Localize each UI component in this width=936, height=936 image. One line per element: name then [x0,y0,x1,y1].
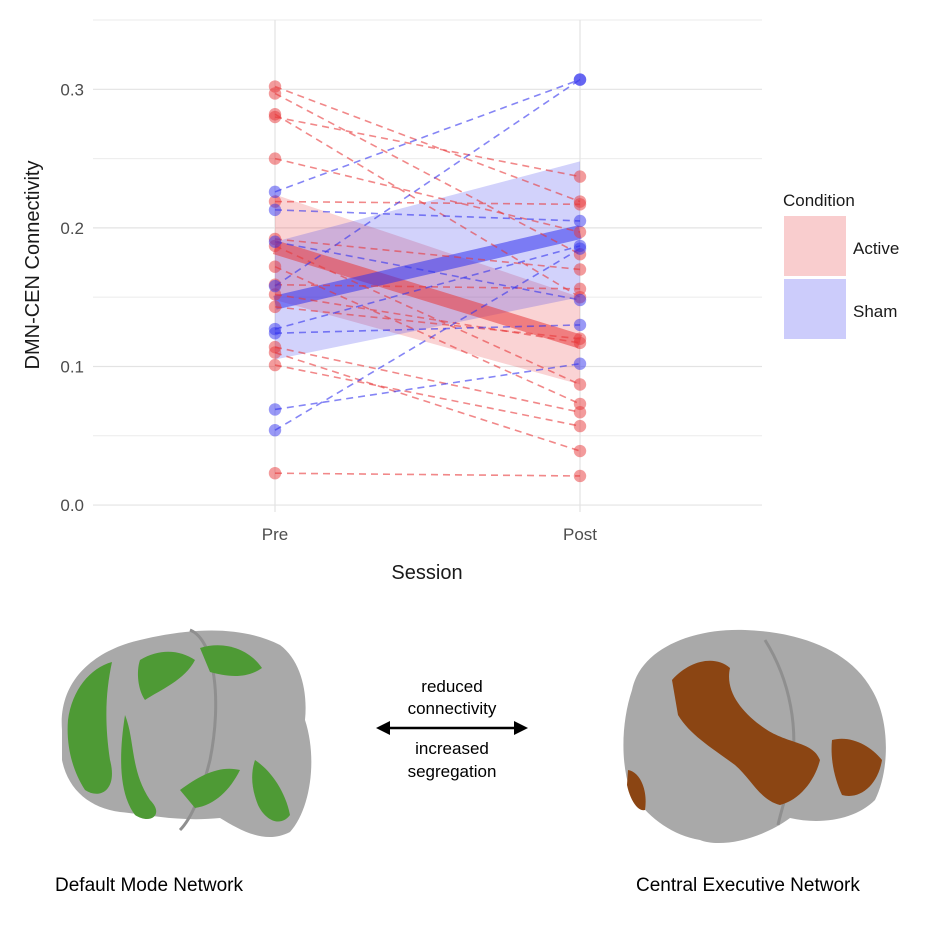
subject-line-active [274,200,581,206]
subject-lines [274,78,581,477]
subject-line-sham [274,78,581,193]
subject-line-active [274,346,581,413]
point-post-sham [573,318,587,332]
subject-line-active [274,472,581,477]
subject-line-active [274,116,581,178]
point-pre-active [268,110,282,124]
legend-key-sham [784,279,846,339]
point-pre-active [268,260,282,273]
point-post-sham [573,242,587,255]
subject-line-active [274,92,581,255]
point-post-sham [573,214,587,228]
subject-line-sham [274,78,581,287]
subject-line-active [274,364,581,427]
x-axis-title: Session [391,562,462,584]
cen-brain-image [623,629,886,844]
y-tick-label: 0.2 [60,219,84,238]
subject-line-active [274,265,581,405]
dmn-brain-image [61,628,312,838]
legend-key-active [784,216,846,276]
subject-line-sham [274,362,581,411]
subject-line-active [274,85,581,203]
arrow-top-line1: reduced [421,677,482,696]
x-tick-label: Post [563,525,597,544]
point-post-active [573,170,587,183]
point-pre-sham [268,327,282,340]
connectivity-chart: 0.0 0.1 0.2 0.3 Pre Post Session DMN-CEN Con… [22,19,899,584]
point-post-sham [573,293,587,307]
y-tick-labels: 0.0 0.1 0.2 0.3 [60,80,84,515]
cen-caption: Central Executive Network [636,875,860,896]
point-pre-active [268,358,282,372]
point-pre-sham [268,403,282,416]
point-post-sham [573,73,587,86]
point-post-sham [573,357,587,370]
point-pre-sham [268,279,282,293]
subject-line-sham [274,324,581,335]
subject-line-active [274,306,581,340]
point-post-active [573,378,587,391]
y-tick-label: 0.0 [60,496,84,515]
legend: Condition Active Sham [783,191,899,339]
subject-line-sham [274,209,581,222]
point-pre-sham [268,203,282,217]
point-post-active [573,406,587,419]
subject-line-active [274,238,581,271]
point-pre-sham [268,185,282,199]
legend-label-sham: Sham [853,302,897,321]
arrow-bottom-line2: segregation [408,762,497,781]
y-tick-label: 0.1 [60,357,84,376]
point-post-active [573,332,587,345]
y-axis-title: DMN-CEN Connectivity [22,161,44,370]
point-post-active [573,225,587,239]
point-pre-active [268,152,282,165]
point-pre-sham [268,235,282,248]
data-points [268,73,587,483]
x-tick-label: Pre [262,525,288,544]
double-arrow-icon [376,721,528,735]
subject-line-active [274,283,581,290]
point-post-active [573,263,587,276]
y-tick-label: 0.3 [60,80,84,99]
legend-title: Condition [783,191,855,210]
legend-label-active: Active [853,239,899,258]
point-pre-active [268,87,282,100]
point-pre-active [268,346,282,359]
point-post-active [573,469,587,483]
arrow-top-line2: connectivity [408,699,497,718]
fit-line-sham [273,225,582,310]
point-pre-sham [268,424,282,437]
subject-line-active [274,157,581,233]
point-post-active [573,419,587,433]
point-post-active [573,282,587,296]
point-pre-active [268,300,282,314]
point-pre-active [268,466,282,480]
arrow-bottom-line1: increased [415,739,489,758]
dmn-caption: Default Mode Network [55,875,243,896]
subject-line-active [274,245,581,386]
point-post-active [573,198,587,211]
subject-line-active [274,293,581,344]
x-tick-labels: Pre Post [262,525,598,544]
subject-line-sham [274,245,581,330]
subject-line-active [274,351,581,452]
point-post-active [573,444,587,458]
